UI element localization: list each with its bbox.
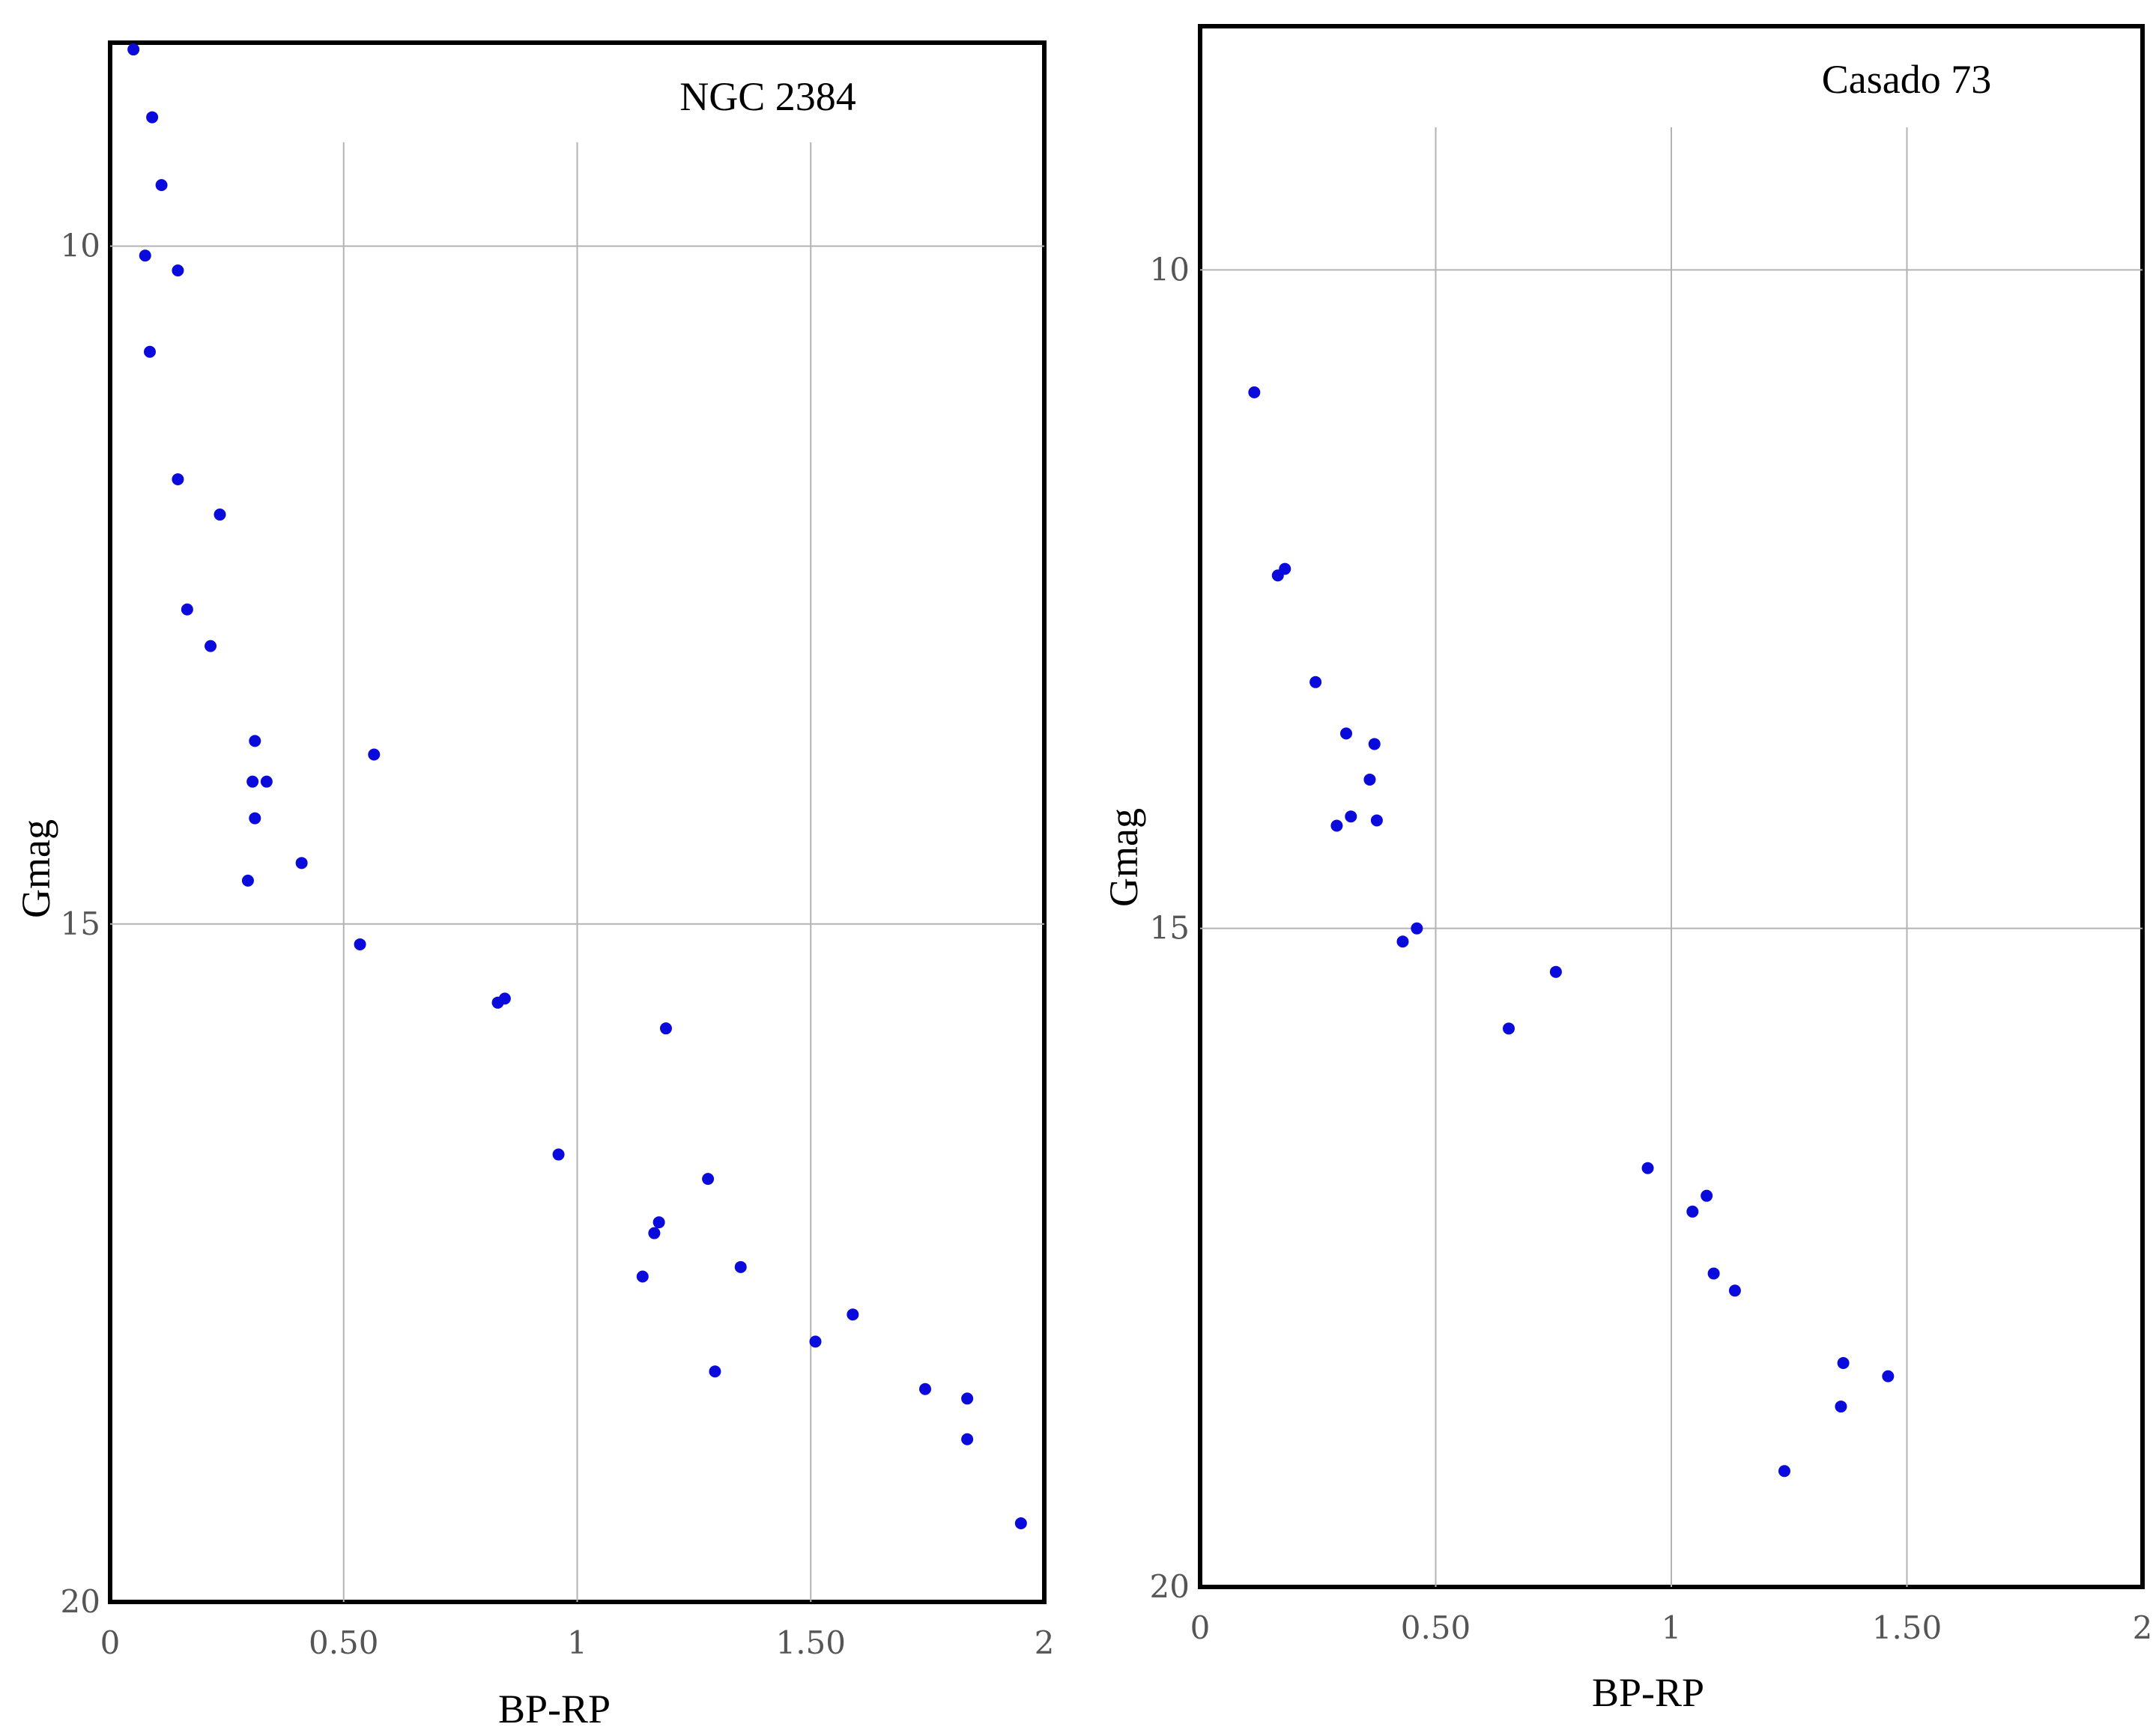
data-point (636, 1270, 649, 1283)
data-point (847, 1308, 859, 1321)
x-tick-labels: 0 0.50 1 1.50 2 (100, 1624, 1055, 1661)
data-point (1368, 738, 1381, 750)
y-tick-label: 20 (1150, 1568, 1190, 1605)
chart-title: NGC 2384 (679, 74, 856, 119)
gridlines (110, 142, 1044, 1602)
data-points (127, 43, 1027, 1529)
y-tick-label: 10 (1150, 251, 1190, 288)
data-point (181, 603, 193, 616)
y-axis-label: Gmag (13, 819, 58, 918)
data-point (702, 1173, 715, 1186)
x-tick-label: 0 (1190, 1609, 1211, 1646)
data-point (552, 1148, 565, 1161)
data-point (172, 473, 184, 485)
data-point (1837, 1357, 1850, 1370)
data-point (498, 992, 511, 1005)
data-point (1014, 1517, 1027, 1529)
data-point (1339, 727, 1352, 740)
data-point (1549, 965, 1562, 978)
data-point (1701, 1189, 1713, 1202)
data-point (1248, 386, 1261, 398)
y-tick-label: 15 (61, 905, 100, 942)
data-point (246, 775, 259, 788)
x-tick-label: 2 (1035, 1624, 1055, 1661)
data-point (354, 938, 366, 950)
y-tick-label: 15 (1150, 910, 1190, 947)
data-point (139, 249, 151, 262)
x-tick-label: 0.50 (1401, 1609, 1471, 1646)
data-point (1345, 810, 1357, 823)
x-axis-label: BP-RP (1592, 1670, 1704, 1715)
data-point (205, 640, 217, 652)
y-axis-label: Gmag (1101, 808, 1146, 907)
y-tick-labels: 10 15 20 (1150, 251, 1190, 1605)
chart-panel-casado73: 0 0.50 1 1.50 2 10 15 20 Casado 73 BP-RP Gmag (1101, 24, 2153, 1715)
data-point (146, 111, 159, 124)
x-tick-label: 2 (2133, 1609, 2153, 1646)
data-point (1686, 1205, 1699, 1218)
data-point (1778, 1465, 1790, 1478)
data-point (809, 1335, 822, 1348)
chart-title: Casado 73 (1822, 57, 1991, 102)
x-tick-labels: 0 0.50 1 1.50 2 (1190, 1609, 2153, 1646)
data-points (1248, 386, 1895, 1478)
y-tick-label: 20 (61, 1583, 100, 1620)
data-point (1707, 1267, 1720, 1280)
y-tick-label: 10 (61, 228, 100, 264)
x-tick-label: 0 (100, 1624, 121, 1661)
data-point (961, 1433, 974, 1445)
data-point (1309, 676, 1322, 688)
x-tick-label: 1.50 (1872, 1609, 1942, 1646)
data-point (241, 874, 254, 887)
x-tick-label: 0.50 (309, 1624, 379, 1661)
data-point (127, 43, 140, 56)
data-point (1835, 1400, 1847, 1413)
y-tick-labels: 10 15 20 (61, 228, 100, 1620)
data-point (172, 264, 184, 277)
x-tick-label: 1 (567, 1624, 587, 1661)
data-point (155, 179, 168, 192)
x-tick-label: 1.50 (775, 1624, 846, 1661)
data-point (295, 857, 308, 869)
data-point (648, 1227, 661, 1239)
data-point (961, 1392, 974, 1405)
data-point (709, 1365, 721, 1378)
data-point (143, 345, 156, 358)
data-point (1363, 773, 1376, 786)
data-point (919, 1383, 932, 1395)
data-point (1279, 562, 1292, 575)
data-point (260, 775, 273, 788)
data-point (1502, 1022, 1515, 1035)
data-point (1370, 814, 1383, 827)
data-point (1641, 1162, 1654, 1174)
chart-panel-ngc2384: 0 0.50 1 1.50 2 10 15 20 NGC 2384 BP-RP Gmag (13, 40, 1055, 1732)
x-axis-label: BP-RP (498, 1687, 611, 1732)
data-point (652, 1216, 665, 1229)
data-point (1411, 922, 1423, 935)
data-point (1728, 1284, 1741, 1297)
data-point (659, 1022, 672, 1035)
data-point (249, 812, 261, 825)
data-point (734, 1260, 747, 1273)
data-point (1330, 819, 1343, 832)
data-point (368, 748, 381, 761)
x-tick-label: 1 (1662, 1609, 1682, 1646)
data-point (249, 735, 261, 747)
data-point (1396, 935, 1409, 948)
gridlines (1200, 127, 2143, 1587)
data-point (1882, 1370, 1895, 1383)
data-point (214, 509, 226, 521)
